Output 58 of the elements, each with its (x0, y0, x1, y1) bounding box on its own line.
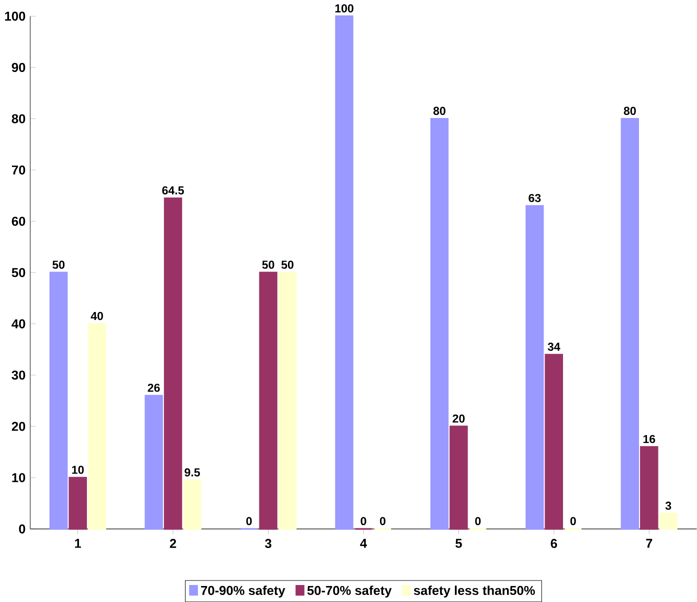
bar (88, 322, 106, 530)
data-label: 0 (475, 516, 481, 526)
data-label: 64.5 (162, 186, 184, 194)
data-label: 100 (335, 4, 354, 12)
bar (335, 15, 354, 530)
x-tick-label: 5 (456, 538, 462, 548)
x-tick-label: 1 (75, 538, 82, 548)
data-label: 0 (360, 516, 366, 526)
data-label: 26 (148, 384, 160, 392)
bar (430, 118, 449, 530)
y-tick-label: 100 (5, 12, 26, 21)
x-tick-label: 3 (264, 538, 272, 548)
y-tick-label: 0 (19, 524, 26, 534)
bar (544, 354, 564, 530)
bar (49, 272, 68, 530)
data-label: 0 (246, 516, 252, 526)
y-tick-label: 30 (12, 370, 26, 380)
data-label: 50 (52, 260, 65, 269)
legend-label: 50-70% safety (307, 586, 392, 598)
bar (450, 426, 468, 530)
data-label: 50 (281, 260, 294, 269)
data-label: 40 (90, 312, 103, 320)
x-tick-label: 6 (550, 538, 558, 548)
data-label: 63 (528, 194, 541, 202)
data-label: 0 (380, 516, 386, 526)
y-tick-label: 20 (12, 422, 26, 431)
data-label: 34 (548, 342, 560, 351)
y-tick-label: 80 (12, 114, 26, 124)
y-tick-label: 60 (12, 216, 26, 226)
bar (68, 476, 87, 530)
y-tick-label: 90 (12, 62, 26, 72)
bar (526, 205, 544, 530)
data-label: 80 (433, 106, 446, 115)
y-tick-label: 10 (12, 473, 26, 482)
bar (259, 272, 278, 530)
legend-label: safety less than50% (414, 586, 535, 598)
bar (183, 479, 202, 530)
data-label: 10 (72, 466, 84, 474)
x-tick-label: 2 (170, 538, 176, 548)
data-label: 80 (624, 106, 636, 115)
data-label: 0 (570, 516, 576, 526)
x-tick-label: 4 (360, 538, 367, 548)
bar (640, 446, 658, 530)
data-label: 16 (643, 434, 656, 444)
y-tick-label: 70 (12, 165, 26, 174)
legend-label: 70-90% safety (201, 586, 286, 598)
bar (278, 272, 297, 530)
bar (144, 394, 163, 530)
data-label: 3 (665, 502, 672, 510)
y-tick-label: 40 (12, 319, 26, 328)
bar (659, 512, 678, 530)
data-label: 50 (262, 260, 274, 269)
y-tick-label: 50 (12, 268, 26, 278)
bar (620, 118, 640, 530)
x-tick-label: 7 (646, 538, 652, 548)
bar (164, 197, 182, 530)
data-label: 9.5 (184, 468, 200, 476)
data-label: 20 (452, 414, 465, 423)
